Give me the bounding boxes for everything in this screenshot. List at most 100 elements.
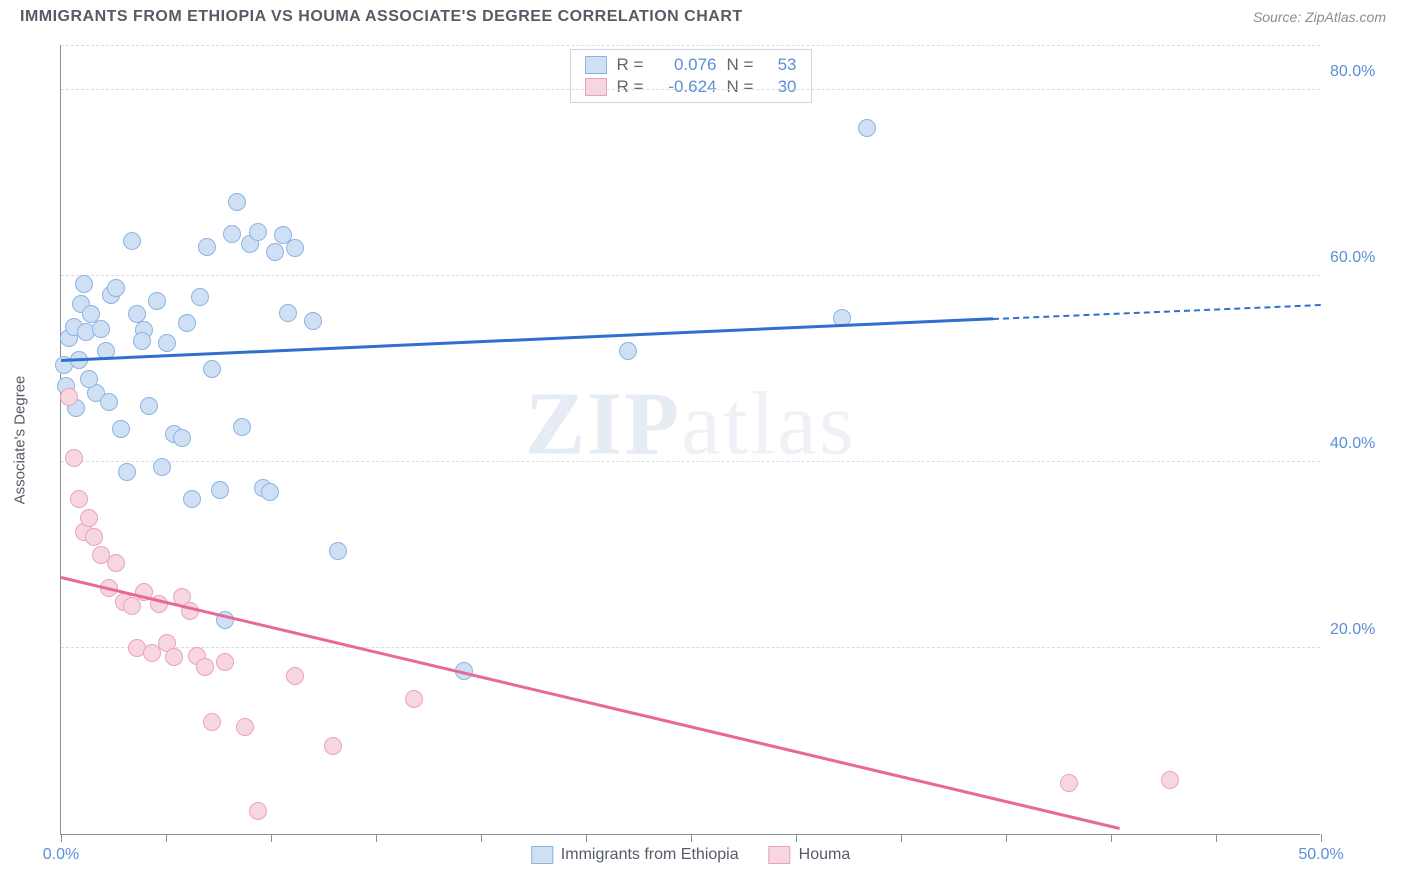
data-point <box>123 597 141 615</box>
data-point <box>324 737 342 755</box>
legend-r-label: R = <box>617 55 647 75</box>
data-point <box>148 292 166 310</box>
chart-title: IMMIGRANTS FROM ETHIOPIA VS HOUMA ASSOCI… <box>20 8 743 26</box>
x-tick <box>1111 834 1112 842</box>
legend-r-label: R = <box>617 77 647 97</box>
scatter-plot: ZIPatlas R =0.076N =53R =-0.624N =30 Imm… <box>60 45 1320 835</box>
y-tick-label: 40.0% <box>1330 435 1390 453</box>
data-point <box>191 288 209 306</box>
x-tick-label: 50.0% <box>1298 846 1343 864</box>
gridline <box>61 89 1320 90</box>
legend-swatch <box>531 846 553 864</box>
data-point <box>249 802 267 820</box>
x-tick <box>1006 834 1007 842</box>
x-tick <box>796 834 797 842</box>
trend-line-extrapolated <box>993 304 1321 320</box>
data-point <box>279 304 297 322</box>
data-point <box>216 653 234 671</box>
data-point <box>329 542 347 560</box>
data-point <box>196 658 214 676</box>
data-point <box>80 370 98 388</box>
data-point <box>223 225 241 243</box>
legend-item: Houma <box>769 846 851 864</box>
y-axis-label: Associate's Degree <box>12 376 29 505</box>
source-attribution: Source: ZipAtlas.com <box>1253 9 1386 25</box>
data-point <box>266 243 284 261</box>
y-tick-label: 80.0% <box>1330 63 1390 81</box>
data-point <box>261 483 279 501</box>
x-tick <box>166 834 167 842</box>
data-point <box>100 393 118 411</box>
data-point <box>92 320 110 338</box>
x-tick <box>1321 834 1322 842</box>
data-point <box>286 667 304 685</box>
data-point <box>140 397 158 415</box>
data-point <box>236 718 254 736</box>
x-tick <box>271 834 272 842</box>
correlation-legend: R =0.076N =53R =-0.624N =30 <box>570 49 812 103</box>
data-point <box>158 334 176 352</box>
x-tick <box>1216 834 1217 842</box>
gridline <box>61 461 1320 462</box>
legend-r-value: 0.076 <box>657 55 717 75</box>
data-point <box>178 314 196 332</box>
data-point <box>173 429 191 447</box>
data-point <box>1060 774 1078 792</box>
data-point <box>183 490 201 508</box>
data-point <box>123 232 141 250</box>
legend-n-value: 30 <box>767 77 797 97</box>
data-point <box>85 528 103 546</box>
legend-series-name: Houma <box>799 846 851 864</box>
y-tick-label: 60.0% <box>1330 249 1390 267</box>
data-point <box>405 690 423 708</box>
data-point <box>75 275 93 293</box>
series-legend: Immigrants from Ethiopia Houma <box>531 846 850 864</box>
data-point <box>203 360 221 378</box>
x-tick <box>376 834 377 842</box>
data-point <box>80 509 98 527</box>
data-point <box>133 332 151 350</box>
data-point <box>118 463 136 481</box>
data-point <box>65 449 83 467</box>
legend-row: R =0.076N =53 <box>585 54 797 76</box>
x-tick <box>901 834 902 842</box>
data-point <box>249 223 267 241</box>
data-point <box>70 490 88 508</box>
legend-swatch <box>585 56 607 74</box>
x-tick <box>481 834 482 842</box>
y-tick-label: 20.0% <box>1330 621 1390 639</box>
x-tick <box>61 834 62 842</box>
x-tick-label: 0.0% <box>43 846 79 864</box>
chart-container: Associate's Degree ZIPatlas R =0.076N =5… <box>50 45 1390 835</box>
trend-line <box>61 318 994 362</box>
legend-row: R = -0.624 N = 30 <box>585 76 797 98</box>
data-point <box>858 119 876 137</box>
legend-n-label: N = <box>727 77 757 97</box>
data-point <box>165 648 183 666</box>
data-point <box>107 279 125 297</box>
data-point <box>304 312 322 330</box>
data-point <box>153 458 171 476</box>
legend-swatch <box>769 846 791 864</box>
data-point <box>619 342 637 360</box>
gridline <box>61 275 1320 276</box>
data-point <box>112 420 130 438</box>
gridline <box>61 647 1320 648</box>
data-point <box>228 193 246 211</box>
data-point <box>128 305 146 323</box>
legend-swatch <box>585 78 607 96</box>
legend-series-name: Immigrants from Ethiopia <box>561 846 739 864</box>
data-point <box>203 713 221 731</box>
data-point <box>211 481 229 499</box>
legend-r-value: -0.624 <box>657 77 717 97</box>
data-point <box>286 239 304 257</box>
data-point <box>233 418 251 436</box>
x-tick <box>691 834 692 842</box>
x-tick <box>586 834 587 842</box>
data-point <box>107 554 125 572</box>
data-point <box>60 388 78 406</box>
legend-n-label: N = <box>727 55 757 75</box>
trend-line <box>61 576 1120 829</box>
watermark: ZIPatlas <box>525 372 856 475</box>
gridline <box>61 45 1320 46</box>
